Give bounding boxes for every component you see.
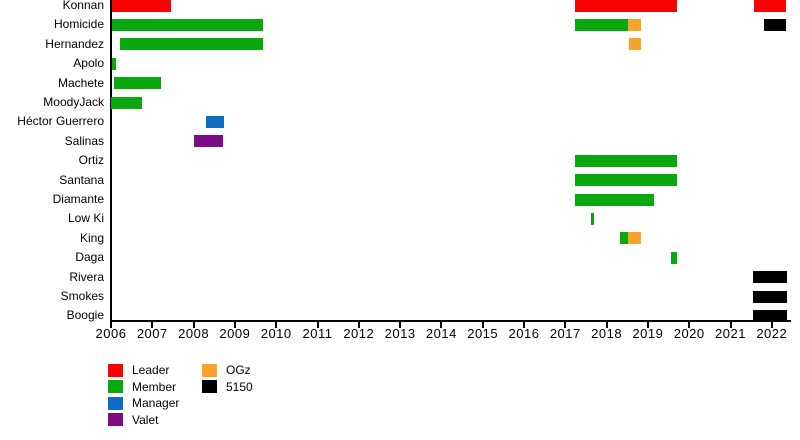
legend-swatch-member [108, 380, 123, 394]
legend-item-manager: Manager [108, 396, 179, 410]
x-tick-label-2007: 2007 [136, 326, 168, 341]
x-tick-2014 [440, 322, 443, 328]
x-tick-label-2010: 2010 [260, 326, 292, 341]
timeline-bar-low-ki-member [590, 212, 595, 225]
timeline-bar-konnan-leader [754, 0, 787, 12]
timeline-bar-konnan-leader [111, 0, 171, 12]
x-tick-2009 [233, 322, 236, 328]
x-tick-2022 [770, 322, 773, 328]
timeline-bar-king-ogz [628, 232, 642, 245]
timeline-bar-rivera-s5150 [753, 271, 787, 284]
row-label-smokes: Smokes [60, 289, 104, 303]
timeline-bar-santana-member [574, 174, 677, 187]
x-tick-label-2012: 2012 [343, 326, 375, 341]
row-label-king: King [79, 230, 104, 245]
row-label-low-ki: Low Ki [67, 211, 104, 226]
x-tick-label-2022: 2022 [756, 326, 788, 341]
timeline-bar-boogie-s5150 [753, 309, 787, 322]
row-label-boogie: Boogie [66, 308, 104, 323]
timeline-bar-daga-member [671, 251, 677, 264]
legend-item-member: Member [108, 380, 176, 394]
legend-swatch-5150 [202, 380, 217, 394]
y-axis-line [110, 0, 112, 322]
timeline-bar-hector-guerrero-manager [206, 115, 225, 128]
row-label-machete: Machete [57, 75, 104, 90]
timeline-bar-salinas-valet [193, 135, 224, 148]
x-tick-2013 [399, 322, 402, 328]
row-label-salinas: Salinas [64, 133, 104, 148]
legend-label-manager: Manager [132, 396, 180, 411]
row-label-hernandez: Hernandez [45, 36, 104, 51]
legend-swatch-ogz [202, 363, 217, 377]
legend-label-5150: 5150 [226, 379, 253, 394]
x-tick-2011 [316, 322, 319, 328]
x-tick-label-2013: 2013 [384, 326, 416, 341]
timeline-bar-diamante-member [574, 193, 655, 206]
timeline-bar-hernandez-member [120, 38, 263, 51]
x-tick-2008 [192, 322, 195, 328]
row-label-homicide: Homicide [53, 17, 104, 32]
x-tick-label-2021: 2021 [715, 326, 746, 341]
row-label-konnan: Konnan [62, 0, 104, 12]
x-tick-2016 [523, 322, 525, 328]
timeline-bar-homicide-s5150 [764, 18, 787, 31]
x-tick-2012 [357, 322, 360, 328]
timeline-bar-homicide-member [111, 18, 263, 31]
legend-label-valet: Valet [132, 412, 159, 427]
x-tick-2007 [151, 322, 154, 328]
x-tick-2020 [688, 322, 691, 328]
timeline-bar-ortiz-member [574, 154, 677, 167]
legend-swatch-leader [108, 363, 123, 377]
row-label-rivera: Rivera [69, 269, 104, 284]
x-axis-line [110, 320, 791, 322]
legend-item-ogz: OGz [202, 363, 251, 377]
x-tick-2006 [110, 322, 112, 328]
x-tick-2017 [564, 322, 567, 328]
x-tick-2019 [646, 322, 649, 328]
legend-item-5150: 5150 [202, 380, 253, 394]
legend-swatch-valet [108, 413, 123, 427]
x-tick-label-2015: 2015 [467, 326, 499, 341]
x-tick-label-2011: 2011 [302, 326, 333, 341]
x-tick-label-2014: 2014 [425, 326, 457, 341]
legend-label-member: Member [132, 379, 177, 394]
x-tick-label-2006: 2006 [95, 326, 127, 341]
timeline-bar-machete-member [113, 77, 161, 90]
timeline-bar-homicide-member [574, 18, 629, 31]
row-label-ortiz: Ortiz [78, 153, 104, 168]
timeline-bar-hernandez-ogz [628, 38, 642, 51]
x-tick-2018 [605, 322, 608, 328]
row-label-diamante: Diamante [52, 192, 104, 206]
timeline-bar-konnan-leader [574, 0, 677, 12]
timeline-bar-smokes-s5150 [753, 290, 787, 303]
timeline-bar-king-member [619, 232, 629, 245]
timeline-bar-apolo-member [111, 57, 117, 70]
x-tick-2021 [729, 322, 732, 328]
x-tick-2015 [481, 322, 484, 328]
timeline-bar-homicide-ogz [628, 18, 642, 31]
legend-swatch-manager [108, 396, 123, 410]
row-label-moodyjack: MoodyJack [43, 95, 104, 109]
x-tick-label-2018: 2018 [591, 326, 623, 341]
x-tick-label-2016: 2016 [508, 326, 540, 341]
legend-item-leader: Leader [108, 363, 169, 377]
x-tick-label-2009: 2009 [219, 326, 251, 341]
x-tick-label-2019: 2019 [632, 326, 664, 341]
row-label-apolo: Apolo [73, 56, 104, 71]
legend-item-valet: Valet [108, 413, 158, 427]
legend-label-ogz: OGz [226, 363, 251, 377]
row-label-santana: Santana [59, 172, 104, 187]
x-tick-2010 [275, 322, 278, 328]
timeline-bar-moodyjack-member [111, 96, 142, 109]
x-tick-label-2020: 2020 [673, 326, 705, 341]
row-label-daga: Daga [75, 250, 104, 265]
x-tick-label-2017: 2017 [549, 326, 581, 341]
x-tick-label-2008: 2008 [178, 326, 210, 341]
row-label-hector-guerrero: Héctor Guerrero [17, 114, 104, 129]
legend-label-leader: Leader [132, 363, 170, 377]
